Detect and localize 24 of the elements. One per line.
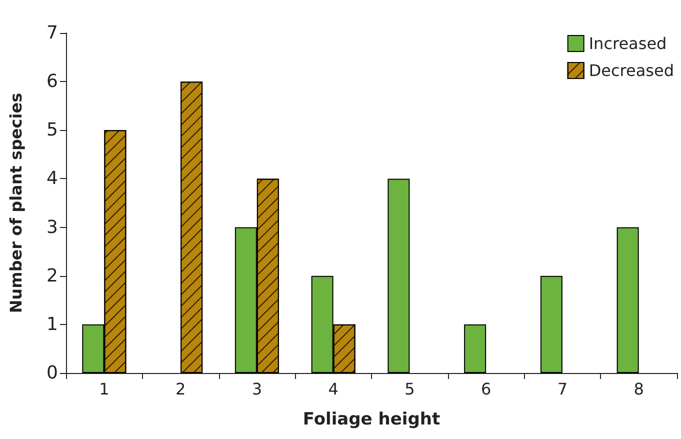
y-tick-label: 1 [46, 314, 58, 335]
bar [616, 227, 639, 373]
legend-label: Increased [588, 34, 667, 53]
x-tick-label: 5 [404, 380, 415, 398]
x-axis-title: Foliage height [302, 410, 440, 430]
x-tick-label: 7 [557, 380, 568, 398]
y-tick-label: 2 [46, 265, 58, 286]
y-axis-title: Number of plant species [6, 92, 26, 314]
bar [540, 276, 562, 373]
x-tick-label: 6 [480, 380, 492, 398]
y-tick-label: 6 [46, 71, 58, 92]
x-tick-label: 2 [175, 380, 186, 398]
x-tick-label: 1 [99, 380, 110, 398]
legend-label: Decreased [588, 61, 674, 80]
y-tick-label: 3 [46, 216, 58, 238]
y-tick-label: 5 [46, 120, 58, 141]
x-tick-label: 8 [634, 380, 644, 398]
y-tick-label: 4 [46, 168, 58, 190]
y-tick-label: 7 [46, 22, 58, 44]
y-tick-label: 0 [46, 362, 58, 384]
x-tick-label: 3 [252, 380, 262, 398]
bar [388, 178, 410, 373]
bar [464, 324, 486, 373]
x-tick-label: 4 [328, 380, 338, 398]
